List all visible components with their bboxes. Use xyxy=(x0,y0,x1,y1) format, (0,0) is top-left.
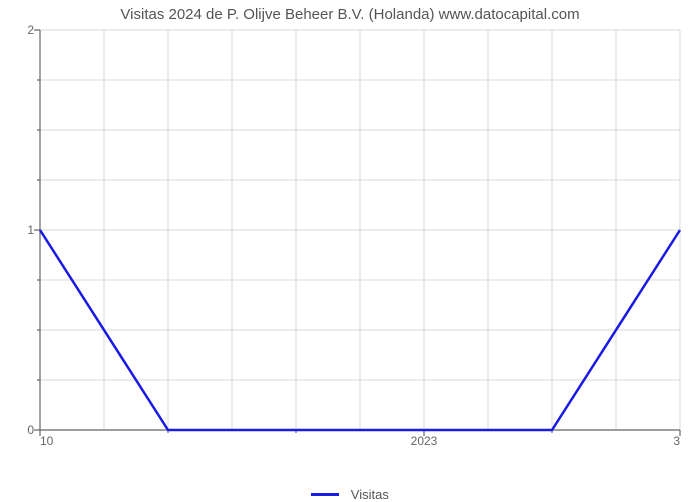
chart-svg xyxy=(40,30,680,430)
grid xyxy=(40,30,680,430)
chart-title: Visitas 2024 de P. Olijve Beheer B.V. (H… xyxy=(0,6,700,23)
axes xyxy=(34,30,680,436)
y-tick-label: 0 xyxy=(27,423,34,437)
chart-container: Visitas 2024 de P. Olijve Beheer B.V. (H… xyxy=(0,0,700,500)
plot-area: 0121020233 xyxy=(40,30,680,430)
y-tick-label: 2 xyxy=(27,23,34,37)
x-tick-label: 2023 xyxy=(411,434,438,448)
y-tick-label: 1 xyxy=(27,223,34,237)
x-tick-label: 3 xyxy=(673,434,680,448)
legend-swatch xyxy=(311,493,339,496)
x-tick-label: 10 xyxy=(40,434,53,448)
